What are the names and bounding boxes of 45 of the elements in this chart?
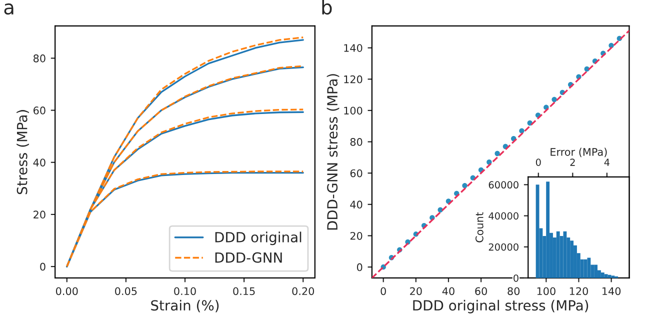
x-tick-label: 0.00 (56, 287, 78, 296)
legend-label: DDD-GNN (215, 252, 282, 263)
legend-label: DDD original (215, 232, 302, 246)
x-tick-label: 100 (537, 287, 556, 296)
x-tick-label: 4 (604, 158, 610, 166)
x-axis-title: Strain (%) (151, 300, 219, 312)
y-tick-label: 60000 (488, 181, 518, 189)
x-axis-title: Error (MPa) (550, 148, 607, 158)
x-tick-label: 0.05 (115, 287, 137, 296)
x-tick-label: 20 (410, 287, 422, 296)
y-tick-label: 0 (356, 263, 362, 272)
x-tick-label: 60 (475, 287, 487, 296)
y-tick-label: 20000 (488, 243, 518, 251)
y-tick-label: 40 (350, 200, 362, 209)
text: a (4, 3, 14, 15)
y-tick-label: 0 (40, 262, 46, 271)
y-axis-title: Count (475, 212, 484, 242)
point (462, 183, 468, 188)
y-tick-label: 140 (344, 44, 362, 52)
x-axis-title: DDD original stress (MPa) (413, 300, 588, 314)
text: b (322, 0, 332, 15)
x-tick-label: 0 (536, 158, 541, 166)
x-tick-label: 140 (602, 287, 621, 296)
y-tick-label: 100 (344, 106, 362, 115)
x-tick-label: 40 (442, 287, 454, 296)
point (519, 128, 524, 134)
y-tick-label: 80 (34, 54, 46, 62)
x-tick-label: 0 (380, 287, 386, 296)
y-tick-label: 20 (350, 232, 362, 240)
y-tick-label: 40000 (488, 212, 518, 220)
y-tick-label: 80 (350, 138, 362, 146)
y-tick-label: 0 (514, 274, 518, 282)
x-tick-label: 120 (570, 287, 588, 296)
point (552, 96, 557, 102)
x-tick-label: 0.15 (233, 287, 255, 296)
y-axis-title: DDD-GNN stress (MPa) (326, 74, 340, 230)
y-tick-label: 60 (34, 106, 46, 114)
x-tick-label: 0.10 (174, 287, 196, 296)
x-tick-label: 2 (570, 158, 575, 166)
y-tick-label: 120 (344, 75, 362, 84)
point (494, 150, 500, 156)
y-tick-label: 60 (350, 169, 362, 178)
x-tick-label: 0.20 (292, 287, 314, 296)
y-tick-label: 20 (34, 210, 46, 219)
y-axis-title: Stress (MPa) (16, 110, 29, 194)
